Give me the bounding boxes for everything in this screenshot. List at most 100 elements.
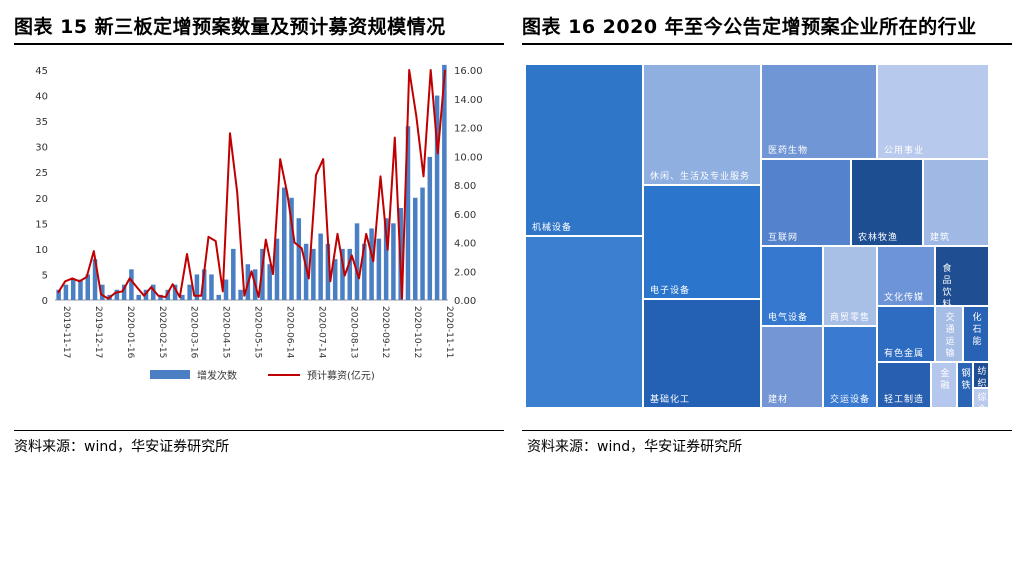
bar xyxy=(354,223,360,300)
x-tick-label: 2020-01-16 xyxy=(125,306,135,359)
treemap-label: 商贸零售 xyxy=(830,313,871,323)
treemap-cell-fossil-energy: 化石能 xyxy=(963,306,989,362)
bar xyxy=(63,284,69,300)
treemap-cell-agriculture: 农林牧渔 xyxy=(851,159,923,246)
right-y-tick-label: 2.00 xyxy=(454,267,476,278)
bar xyxy=(267,264,272,300)
bar xyxy=(303,243,309,300)
bar xyxy=(362,243,367,300)
treemap-label: 建材 xyxy=(768,395,789,405)
treemap-cell-services: 休闲、生活及专业服务 xyxy=(643,64,761,185)
bar xyxy=(442,64,447,300)
x-tick-label: 2020-09-12 xyxy=(380,306,390,358)
legend-bar-label: 增发次数 xyxy=(197,369,237,382)
bar xyxy=(391,223,396,300)
treemap-label: 电气设备 xyxy=(768,313,809,323)
bar xyxy=(70,279,76,300)
bar xyxy=(238,289,243,300)
right-y-tick-label: 12.00 xyxy=(454,124,483,135)
right-y-tick-label: 14.00 xyxy=(454,95,483,106)
bar xyxy=(129,269,134,300)
left-y-tick-label: 20 xyxy=(35,194,48,205)
x-tick-label: 2019-11-17 xyxy=(61,306,71,358)
x-tick-label: 2020-11-11 xyxy=(444,306,454,358)
treemap-label: 信息技术 xyxy=(532,563,573,573)
treemap-label: 互联网 xyxy=(768,233,799,243)
bar xyxy=(180,294,185,300)
bar xyxy=(296,218,302,300)
left-chart-title: 图表 15 新三板定增预案数量及预计募资规模情况 xyxy=(14,16,446,38)
treemap-label: 综合 xyxy=(977,393,987,415)
bar xyxy=(194,274,200,300)
bar xyxy=(92,259,98,300)
left-y-tick-label: 25 xyxy=(35,168,48,179)
treemap-cell-pharma: 医药生物 xyxy=(761,64,877,159)
treemap-cell-utilities: 公用事业 xyxy=(877,64,989,159)
left-y-tick-label: 0 xyxy=(42,296,48,307)
bar xyxy=(369,228,374,300)
left-y-tick-label: 5 xyxy=(42,270,48,281)
right-y-tick-label: 0.00 xyxy=(454,296,476,307)
treemap-label: 轻工制造 xyxy=(884,395,925,405)
combo-chart: 0 5 10 15 20 25 30 35 40 45 0.00 2.00 4.00 6.00 8.00 10… xyxy=(35,64,483,382)
bar xyxy=(318,233,323,300)
treemap-label: 金融 xyxy=(940,369,950,391)
right-title-rule xyxy=(522,43,1012,45)
treemap-cell-nonferrous: 有色金属 xyxy=(877,306,935,362)
left-title-rule xyxy=(14,43,504,45)
treemap-cell-food-beverage: 食品饮料 xyxy=(935,246,989,310)
bar xyxy=(376,238,382,300)
bar xyxy=(434,95,440,300)
bar xyxy=(158,294,163,300)
treemap-label: 文化传媒 xyxy=(884,293,925,303)
x-tick-label: 2019-12-17 xyxy=(93,306,103,358)
treemap-cell-transport-equipment: 交运设备 xyxy=(823,326,877,408)
treemap-cell-electrical: 电气设备 xyxy=(761,246,823,326)
x-tick-label: 2020-07-14 xyxy=(316,306,326,359)
x-tick-label: 2020-02-15 xyxy=(157,306,167,358)
bar xyxy=(216,294,222,300)
right-source-rule xyxy=(522,430,1012,431)
treemap-label: 休闲、生活及专业服务 xyxy=(650,172,751,182)
treemap-cell-machinery: 机械设备 xyxy=(525,64,643,236)
left-y-tick-label: 10 xyxy=(35,245,48,256)
left-source-rule xyxy=(14,430,504,431)
left-y-tick-label: 40 xyxy=(35,92,48,103)
bar xyxy=(172,284,178,300)
treemap-label: 有色金属 xyxy=(884,349,925,359)
bar xyxy=(78,279,83,300)
treemap-label: 电子设备 xyxy=(650,286,691,296)
x-tick-label: 2020-04-15 xyxy=(221,306,231,358)
bar xyxy=(209,274,214,300)
bar xyxy=(201,269,207,300)
treemap-cell-media: 文化传媒 xyxy=(877,246,935,306)
treemap-cell-electronics: 电子设备 xyxy=(643,185,761,299)
bar xyxy=(325,243,331,300)
fundraising-line xyxy=(57,69,446,300)
x-tick-label: 2020-05-15 xyxy=(253,306,263,358)
treemap-cell-construction: 建筑 xyxy=(923,159,989,246)
treemap-label: 纺织 xyxy=(977,367,987,389)
treemap-cell-textile: 纺织 xyxy=(973,362,989,389)
right-y-tick-label: 6.00 xyxy=(454,210,476,221)
treemap-cell-steel: 钢铁 xyxy=(957,362,973,408)
treemap-label: 化石能 xyxy=(972,313,982,347)
bar xyxy=(427,156,433,300)
treemap-cell-info-tech: 信息技术 xyxy=(525,236,643,573)
bar xyxy=(150,284,156,300)
treemap-label: 食品饮料 xyxy=(942,264,952,310)
right-chart-title: 图表 16 2020 年至今公告定增预案企业所在的行业 xyxy=(522,16,977,38)
legend-bar-swatch xyxy=(150,370,190,379)
right-source: 资料来源：wind，华安证券研究所 xyxy=(527,439,743,455)
right-y-tick-label: 8.00 xyxy=(454,181,476,192)
bar xyxy=(223,279,229,300)
legend-line-label: 预计募资(亿元) xyxy=(307,369,375,382)
bar xyxy=(383,218,389,300)
left-y-tick-label: 30 xyxy=(35,143,48,154)
bar xyxy=(231,248,236,300)
treemap-label: 交通运输 xyxy=(945,313,955,359)
bar xyxy=(311,248,316,300)
treemap-label: 建筑 xyxy=(930,233,951,243)
bar xyxy=(412,197,418,300)
bar xyxy=(347,248,353,300)
